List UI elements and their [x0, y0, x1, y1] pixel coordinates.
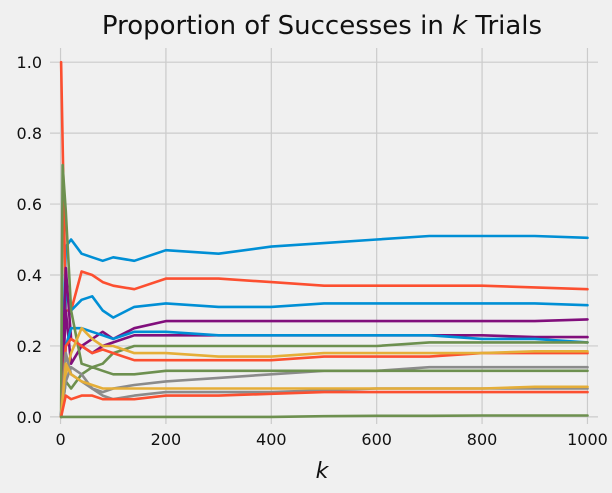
x-tick-label: 200 [151, 430, 182, 449]
series-line [59, 234, 589, 419]
series-line [59, 390, 589, 419]
y-tick-label: 0.0 [17, 408, 42, 427]
series-line [59, 60, 589, 312]
chart-title: Proportion of Successes in k Trials [102, 11, 542, 41]
x-tick-label: 800 [467, 430, 498, 449]
y-tick-label: 0.8 [17, 124, 42, 143]
x-tick-label: 400 [256, 430, 287, 449]
series-line [59, 326, 589, 419]
x-tick-label: 1000 [567, 430, 608, 449]
tick-labels: 0 200 400 600 800 1000 0.0 0.2 0.4 0.6 0.8 1.0 [17, 53, 608, 449]
y-tick-label: 0.4 [17, 266, 42, 285]
series-line [59, 337, 589, 419]
series-line [59, 414, 589, 419]
series-line [59, 291, 589, 419]
series-line [59, 326, 589, 419]
series-lines [59, 60, 589, 419]
x-axis-label: k [316, 459, 330, 484]
y-tick-label: 0.2 [17, 337, 42, 356]
x-tick-label: 600 [361, 430, 392, 449]
series-line [59, 163, 589, 419]
series-line [59, 362, 589, 419]
x-tick-label: 0 [55, 430, 65, 449]
y-tick-label: 1.0 [17, 53, 42, 72]
y-tick-label: 0.6 [17, 195, 42, 214]
